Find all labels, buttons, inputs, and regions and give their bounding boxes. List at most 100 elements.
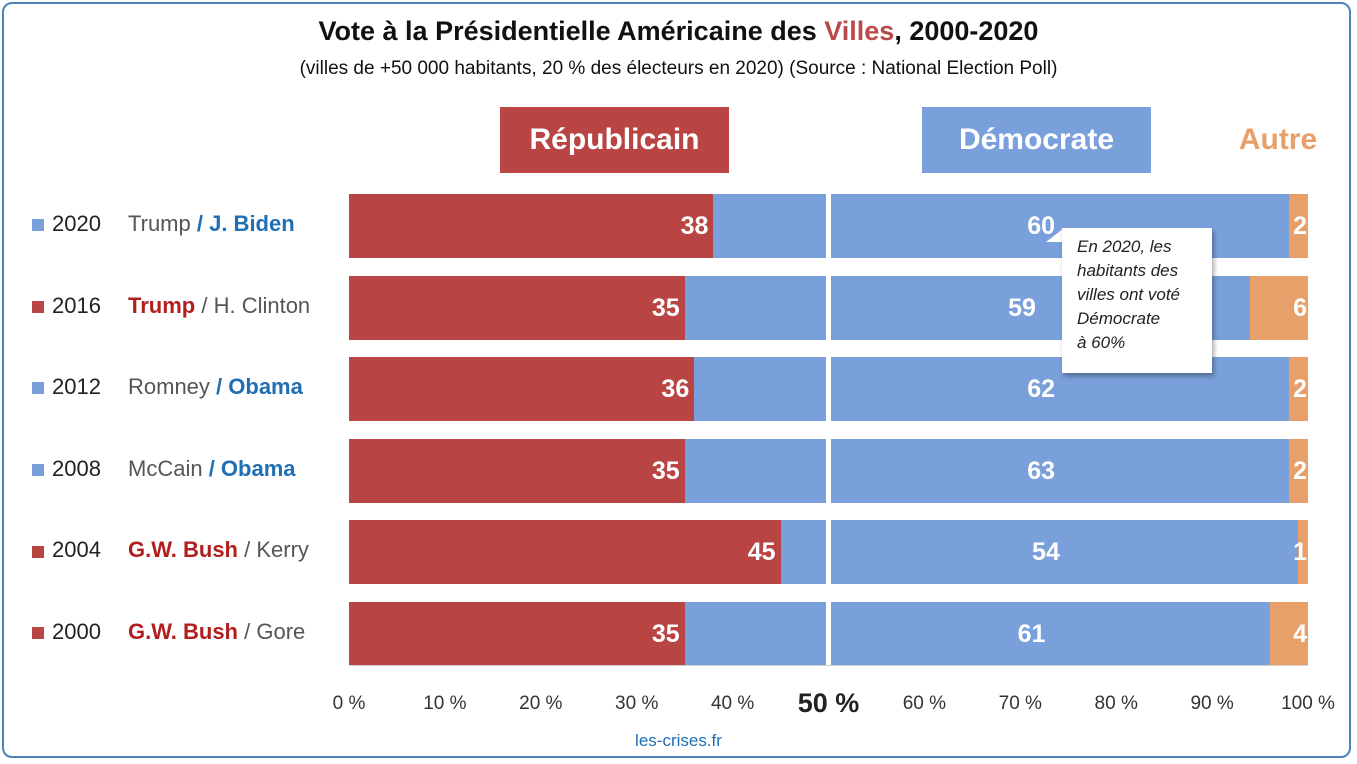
value-label-rep: 36: [661, 375, 690, 404]
value-label-rep: 35: [651, 456, 680, 485]
x-tick-label: 0 %: [332, 693, 366, 714]
candidate-rep: Trump: [128, 292, 196, 318]
value-label-oth: 1: [1293, 538, 1307, 567]
year-label: 2016: [52, 292, 101, 318]
candidate-dem: J. Biden: [209, 211, 295, 236]
x-tick-label: 100 %: [1281, 693, 1335, 714]
winner-marker: [32, 463, 44, 476]
candidates-label: Romney / Obama: [128, 367, 303, 407]
winner-marker: [32, 382, 44, 395]
x-tick-label: 70 %: [998, 693, 1042, 714]
bar-rep-2016: [349, 275, 685, 340]
candidate-dem: Obama: [220, 455, 296, 481]
winner-marker: [32, 300, 44, 313]
bar-dem-2004: [780, 520, 1299, 585]
bar-rep-2008: [349, 438, 685, 503]
bar-oth-2020: [1288, 194, 1308, 258]
annotation-pointer: [1046, 228, 1064, 242]
value-label-oth: 2: [1293, 456, 1307, 485]
row-label-2012: 2012 Romney / Obama: [32, 367, 303, 407]
year-label: 2008: [52, 455, 101, 481]
bar-rep-2000: [349, 602, 685, 666]
bar-rep-2020: [349, 194, 714, 258]
value-label-oth: 2: [1293, 375, 1307, 404]
x-tick-label: 80 %: [1094, 693, 1138, 714]
row-label-2004: 2004 G.W. Bush / Kerry: [32, 530, 309, 570]
x-tick-label: 60 %: [902, 693, 947, 714]
row-label-2008: 2008 McCain / Obama: [32, 449, 296, 489]
x-tick-label: 30 %: [615, 693, 659, 714]
annotation-line: à 60%: [1077, 333, 1126, 352]
legend-democrate: Démocrate: [922, 107, 1151, 173]
bar-oth-2008: [1288, 438, 1308, 503]
year-label: 2012: [52, 374, 101, 400]
candidate-separator: /: [195, 292, 214, 318]
value-label-rep: 35: [651, 293, 680, 322]
x-tick-label: 50 %: [797, 688, 860, 718]
annotation-line: Démocrate: [1077, 309, 1161, 328]
x-tick-label: 40 %: [710, 693, 755, 714]
chart-subtitle: (villes de +50 000 habitants, 20 % des é…: [299, 58, 1058, 79]
x-tick-label: 10 %: [423, 693, 467, 714]
value-label-oth: 4: [1293, 620, 1307, 648]
x-tick-label: 20 %: [519, 693, 563, 714]
annotation-line: En 2020, les: [1077, 237, 1172, 256]
bar-dem-2000: [684, 602, 1270, 666]
candidates-label: Trump / H. Clinton: [128, 286, 310, 326]
annotation-line: villes ont voté: [1077, 285, 1180, 304]
candidate-rep: G.W. Bush: [128, 619, 238, 644]
x-tick-label: 90 %: [1190, 693, 1234, 714]
title-highlight: Villes: [824, 16, 895, 46]
value-label-dem: 54: [1032, 538, 1060, 567]
legend-republicain: Républicain: [500, 107, 729, 173]
bar-dem-2008: [684, 438, 1289, 503]
source-credit: les-crises.fr: [635, 731, 722, 750]
winner-marker: [32, 545, 44, 558]
value-label-rep: 35: [651, 620, 680, 648]
x-axis-line: [349, 665, 1308, 666]
value-label-oth: 2: [1293, 212, 1307, 240]
value-label-dem: 63: [1027, 456, 1056, 485]
value-label-oth: 6: [1293, 293, 1307, 322]
bar-rep-2004: [349, 520, 781, 585]
bar-oth-2012: [1288, 357, 1308, 422]
candidate-separator: /: [202, 455, 221, 481]
candidate-dem: Gore: [256, 619, 306, 644]
year-label: 2020: [52, 211, 101, 236]
candidate-rep: McCain: [128, 455, 203, 481]
winner-marker: [32, 627, 44, 640]
row-label-2016: 2016 Trump / H. Clinton: [32, 286, 310, 326]
candidate-dem: H. Clinton: [213, 292, 311, 318]
candidates-label: G.W. Bush / Kerry: [128, 530, 309, 570]
row-label-2020: 2020 Trump / J. Biden: [32, 204, 295, 244]
bar-oth-2004: [1298, 520, 1308, 585]
value-label-rep: 45: [747, 538, 776, 567]
value-label-rep: 38: [680, 212, 709, 240]
candidate-separator: /: [238, 537, 257, 563]
candidate-rep: Romney: [128, 374, 210, 400]
annotation-callout: En 2020, les habitants des villes ont vo…: [1062, 228, 1212, 373]
candidate-dem: Kerry: [256, 537, 309, 563]
candidate-separator: /: [209, 374, 229, 400]
chart-title: Vote à la Présidentielle Américaine des …: [318, 16, 1039, 46]
fifty-percent-divider: [826, 186, 831, 670]
winner-marker: [32, 219, 44, 232]
candidate-dem: Obama: [228, 374, 303, 400]
candidate-rep: Trump: [128, 211, 191, 236]
annotation-line: habitants des: [1077, 261, 1179, 280]
bar-rep-2012: [349, 357, 695, 422]
year-label: 2004: [52, 537, 101, 563]
year-label: 2000: [52, 619, 101, 644]
bar-oth-2016: [1250, 275, 1308, 340]
candidate-rep: G.W. Bush: [128, 537, 238, 563]
value-label-dem: 62: [1027, 375, 1056, 404]
value-label-dem: 59: [1008, 293, 1036, 322]
candidate-separator: /: [238, 619, 257, 644]
bar-oth-2000: [1269, 602, 1308, 666]
candidate-separator: /: [190, 211, 210, 236]
candidates-label: McCain / Obama: [128, 449, 296, 489]
candidates-label: Trump / J. Biden: [128, 204, 295, 244]
legend-autre: Autre: [1238, 123, 1318, 156]
candidates-label: G.W. Bush / Gore: [128, 612, 305, 652]
